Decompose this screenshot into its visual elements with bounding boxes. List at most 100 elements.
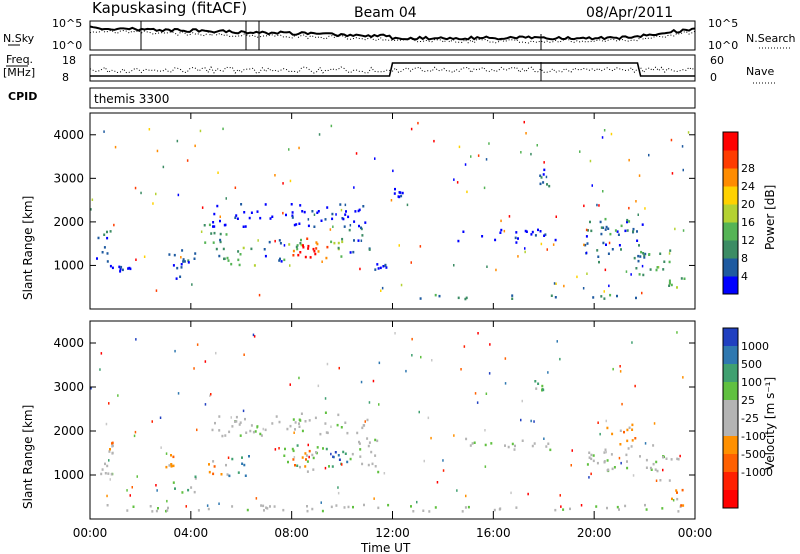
power-cell bbox=[648, 253, 651, 256]
cpid-label: CPID bbox=[8, 90, 37, 103]
velocity-cell bbox=[422, 509, 425, 512]
power-cell bbox=[292, 254, 295, 257]
power-noise-cell bbox=[545, 175, 548, 179]
power-cell bbox=[176, 266, 179, 270]
power-noise-cell bbox=[563, 284, 565, 288]
velocity-cell bbox=[151, 510, 154, 513]
power-cell bbox=[300, 243, 303, 247]
velocity-cell bbox=[535, 387, 538, 390]
velocity-cell bbox=[680, 504, 683, 507]
power-cell bbox=[347, 215, 350, 219]
velocity-noise-cell bbox=[177, 392, 180, 395]
velocity-cell bbox=[670, 458, 673, 461]
velocity-cell bbox=[190, 486, 193, 489]
power-noise-cell bbox=[258, 293, 261, 297]
velocity-noise-cell bbox=[100, 352, 103, 355]
power-cell bbox=[393, 192, 396, 195]
power-cell bbox=[303, 210, 306, 214]
velocity-noise-cell bbox=[218, 502, 220, 505]
nave-label: Nave bbox=[746, 65, 774, 78]
velocity-noise-cell bbox=[256, 426, 258, 429]
power-noise-cell bbox=[598, 204, 600, 207]
power-noise-cell bbox=[628, 206, 630, 210]
power-noise-cell bbox=[135, 258, 137, 261]
velocity-noise-cell bbox=[682, 376, 684, 379]
power-noise-cell bbox=[671, 172, 674, 175]
velocity-cell bbox=[296, 444, 299, 447]
velocity-cell bbox=[155, 509, 158, 513]
velocity-cell bbox=[235, 420, 238, 423]
power-noise-cell bbox=[582, 287, 585, 290]
velocity-cell bbox=[514, 444, 516, 448]
velocity-noise-cell bbox=[418, 410, 420, 414]
power-cell bbox=[550, 294, 553, 297]
power-cell bbox=[295, 223, 298, 226]
velocity-cell bbox=[106, 504, 109, 507]
freq-label-2: [MHz] bbox=[3, 66, 35, 79]
velocity-cell bbox=[231, 425, 234, 428]
power-noise-cell bbox=[503, 229, 506, 233]
velocity-cell bbox=[493, 508, 496, 512]
velocity-cell bbox=[168, 464, 171, 467]
velocity-cell bbox=[473, 441, 476, 444]
power-cell bbox=[609, 232, 612, 236]
power-noise-cell bbox=[553, 282, 556, 285]
velocity-noise-cell bbox=[227, 456, 230, 459]
power-noise-cell bbox=[177, 193, 180, 197]
power-noise-cell bbox=[635, 200, 637, 203]
velocity-noise-cell bbox=[106, 494, 108, 498]
power-cell bbox=[349, 251, 352, 254]
power-cell bbox=[331, 212, 334, 216]
power-cell bbox=[250, 211, 253, 214]
velocity-cell bbox=[649, 466, 652, 470]
power-noise-cell bbox=[201, 206, 204, 209]
power-cell bbox=[600, 226, 603, 229]
velocity-noise-cell bbox=[134, 430, 137, 434]
velocity-noise-cell bbox=[559, 357, 561, 361]
velocity-cell bbox=[238, 423, 241, 426]
power-noise-cell bbox=[596, 203, 598, 207]
power-noise-cell bbox=[682, 168, 684, 172]
velocity-noise-cell bbox=[662, 468, 664, 472]
power-noise-cell bbox=[340, 208, 343, 212]
power-noise-cell bbox=[148, 128, 151, 131]
power-cell bbox=[534, 234, 537, 237]
power-cell bbox=[641, 223, 644, 226]
velocity-noise-cell bbox=[230, 416, 232, 419]
velocity-cell bbox=[224, 434, 227, 437]
power-noise-cell bbox=[417, 121, 419, 125]
velocity-noise-cell bbox=[378, 361, 381, 365]
power-cell bbox=[616, 294, 618, 298]
velocity-cell bbox=[340, 426, 343, 429]
velocity-cell bbox=[292, 458, 295, 461]
velocity-cell bbox=[624, 504, 627, 508]
power-noise-cell bbox=[234, 186, 237, 189]
velocity-cell bbox=[304, 420, 307, 423]
velocity-noise-cell bbox=[262, 427, 264, 431]
power-cell bbox=[316, 211, 319, 214]
power-noise-cell bbox=[332, 225, 334, 228]
power-ytick-label: 1000 bbox=[53, 258, 84, 272]
velocity-noise-cell bbox=[632, 474, 635, 477]
velocity-noise-cell bbox=[242, 409, 245, 413]
power-cell bbox=[636, 239, 639, 242]
power-cell bbox=[590, 229, 593, 233]
velocity-cell bbox=[298, 422, 300, 425]
velocity-cell bbox=[619, 429, 622, 432]
power-cell bbox=[597, 255, 600, 258]
power-cell bbox=[326, 245, 329, 249]
power-cell bbox=[250, 247, 253, 251]
power-cell bbox=[624, 229, 627, 233]
velocity-cell bbox=[266, 507, 269, 510]
power-noise-cell bbox=[610, 132, 613, 136]
velocity-cell bbox=[306, 460, 309, 463]
power-cell bbox=[464, 297, 467, 301]
power-noise-cell bbox=[585, 251, 588, 255]
velocity-colorbar-segment bbox=[723, 382, 738, 401]
power-noise-cell bbox=[406, 203, 409, 207]
power-cell bbox=[626, 218, 629, 222]
velocity-noise-cell bbox=[298, 376, 300, 380]
velocity-cell bbox=[308, 449, 311, 453]
power-noise-cell bbox=[555, 215, 557, 218]
power-noise-cell bbox=[589, 159, 592, 163]
